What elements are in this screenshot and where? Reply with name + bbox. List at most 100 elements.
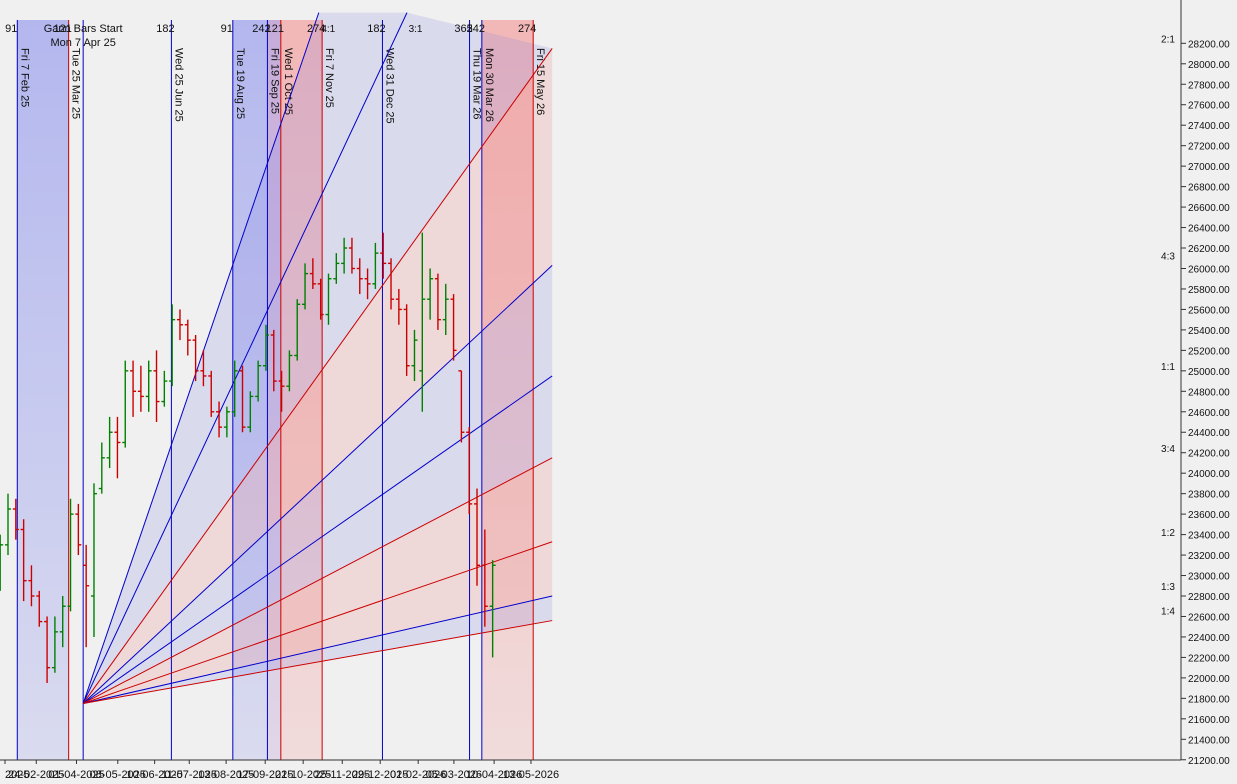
cycle-count-label: 121 [53, 23, 71, 35]
y-tick-label: 21200.00 [1188, 756, 1230, 767]
fan-line [82, 375, 553, 704]
vertical-line-label: Wed 31 Dec 25 [383, 48, 395, 124]
y-axis-panel [1181, 0, 1237, 784]
vertical-lines: Fri 7 Feb 25 Tue 25 Mar 25 Wed 25 Jun 25 Tu… [16, 20, 546, 760]
fan-ratio-label: 3:4 [1161, 444, 1175, 455]
y-tick-label: 21400.00 [1188, 735, 1230, 746]
x-tick-label: 13-08-2025 [198, 769, 254, 781]
y-tick-label: 24600.00 [1188, 408, 1230, 419]
fan-ratio-label: 4:3 [1161, 251, 1175, 262]
vertical-line-label: Thu 19 Mar 26 [471, 48, 483, 120]
vertical-line-label: Tue 25 Mar 25 [70, 48, 82, 119]
time-bands [17, 20, 534, 760]
fan-ratio-label: 1:3 [1161, 582, 1175, 593]
price-bars [0, 232, 496, 684]
y-tick-label: 22800.00 [1188, 592, 1230, 603]
fan-fill [83, 12, 553, 704]
y-tick-label: 23000.00 [1188, 572, 1230, 583]
y-tick-label: 21800.00 [1188, 694, 1230, 705]
y-tick-label: 22400.00 [1188, 633, 1230, 644]
fan-line [82, 12, 408, 704]
fan-line [82, 265, 553, 704]
x-tick-label: 11-07-2025 [162, 769, 217, 781]
y-tick-label: 24000.00 [1188, 469, 1230, 480]
x-tick-label: 05-03-2026 [426, 769, 482, 781]
vertical-line-label: Wed 25 Jun 25 [172, 48, 184, 122]
fan-line [83, 541, 553, 704]
x-tick-label: 25-11-2025 [315, 769, 370, 781]
fan-ratio-label: 2:1 [1161, 34, 1175, 45]
x-tick-label: 2025 [5, 769, 29, 781]
y-tick-label: 26600.00 [1188, 203, 1230, 214]
y-tick-label: 25800.00 [1188, 285, 1230, 296]
vertical-line-label: Fri 19 Sep 25 [268, 48, 280, 114]
time-band [481, 20, 534, 760]
x-tick-label: 10-04-2026 [466, 769, 522, 781]
gann-start-label: Gann Bars Start [44, 23, 123, 35]
y-tick-label: 26800.00 [1188, 183, 1230, 194]
cycle-count-label: 242 [467, 23, 485, 35]
vertical-line-label: Fri 7 Nov 25 [323, 48, 335, 108]
fan-line [82, 48, 553, 704]
gann-start-date-label: Mon 7 Apr 25 [50, 37, 115, 49]
y-tick-label: 23400.00 [1188, 531, 1230, 542]
y-tick-label: 23200.00 [1188, 551, 1230, 562]
fan-line [83, 595, 553, 704]
cycle-count-label: 91 [5, 23, 17, 35]
x-tick-label: 10-06-2025 [126, 769, 182, 781]
fan-ratio-label: 1:1 [1161, 362, 1175, 373]
x-tick-label: 17-09-2025 [237, 769, 293, 781]
y-tick-label: 26000.00 [1188, 264, 1230, 275]
gann-fan [82, 12, 553, 704]
fan-labels: 4:1 3:1 2:1 4:3 1:1 3:4 1:2 1:3 1:4 [321, 24, 1175, 618]
y-tick-label: 28200.00 [1188, 39, 1230, 50]
fan-line [82, 457, 553, 704]
vertical-line-label: Mon 30 Mar 26 [483, 48, 495, 122]
y-tick-label: 25000.00 [1188, 367, 1230, 378]
y-tick-label: 22600.00 [1188, 612, 1230, 623]
y-tick-label: 24200.00 [1188, 449, 1230, 460]
y-tick-label: 25200.00 [1188, 346, 1230, 357]
y-tick-label: 27800.00 [1188, 80, 1230, 91]
fan-ratio-label: 1:2 [1161, 528, 1175, 539]
y-tick-label: 23800.00 [1188, 490, 1230, 501]
vertical-line-label: Fri 7 Feb 25 [18, 48, 30, 107]
fan-ratio-label: 3:1 [409, 24, 423, 35]
cycle-count-label: 365 [454, 23, 472, 35]
cycle-count-label: 91 [221, 23, 233, 35]
y-tick-label: 27400.00 [1188, 121, 1230, 132]
y-tick-label: 24800.00 [1188, 387, 1230, 398]
cycle-count-label: 182 [367, 23, 385, 35]
x-tick-label: 24-02-2025 [8, 769, 64, 781]
y-tick-label: 23600.00 [1188, 510, 1230, 521]
y-tick-label: 26200.00 [1188, 244, 1230, 255]
cycle-count-label: 274 [518, 23, 536, 35]
y-tick-label: 21600.00 [1188, 715, 1230, 726]
x-tick-label: 13-05-2026 [503, 769, 559, 781]
x-axis-panel [0, 760, 1181, 784]
y-tick-label: 27200.00 [1188, 142, 1230, 153]
y-tick-label: 22200.00 [1188, 653, 1230, 664]
fan-line [83, 620, 553, 704]
y-tick-label: 25400.00 [1188, 326, 1230, 337]
x-tick-label: 01-04-2025 [48, 769, 104, 781]
y-tick-label: 24400.00 [1188, 428, 1230, 439]
x-tick-label: 21-10-2025 [275, 769, 331, 781]
vertical-line-label: Fri 15 May 26 [534, 48, 546, 115]
y-tick-label: 25600.00 [1188, 305, 1230, 316]
x-tick-label: 01-02-2026 [390, 769, 446, 781]
cycle-count-label: 121 [266, 23, 284, 35]
time-band [17, 20, 69, 760]
cycle-count-label: 242 [252, 23, 270, 35]
x-tick-label: 08-05-2025 [90, 769, 146, 781]
y-tick-label: 22000.00 [1188, 674, 1230, 685]
y-tick-label: 26400.00 [1188, 224, 1230, 235]
y-tick-label: 27600.00 [1188, 101, 1230, 112]
fan-ratio-label: 1:4 [1161, 607, 1175, 618]
x-axis: 202524-02-202501-04-202508-05-202510-06-… [0, 759, 1181, 784]
fan-line [82, 12, 320, 704]
time-band [280, 20, 323, 760]
